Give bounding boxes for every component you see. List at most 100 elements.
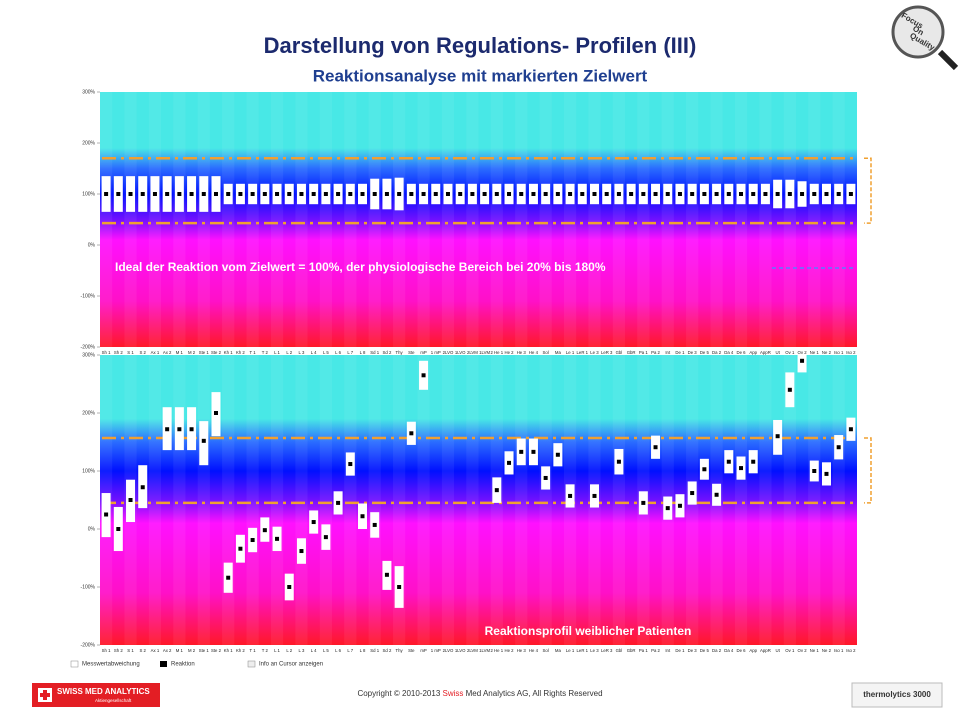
column-stripe xyxy=(319,355,332,645)
reaction-dot xyxy=(287,192,292,196)
logo-left-sub: Aktiengesellschaft xyxy=(95,698,132,703)
x-tick-label: L 5 xyxy=(323,350,329,355)
x-tick-label: S 1 xyxy=(127,350,134,355)
column-stripe xyxy=(563,92,577,347)
x-tick-label: De 1 xyxy=(675,350,685,355)
x-tick-label: GbR xyxy=(627,648,636,653)
reaction-dot xyxy=(372,522,377,527)
y-tick-label: -100% xyxy=(81,584,96,590)
reaction-dot xyxy=(726,459,731,464)
reaction-dot xyxy=(397,585,402,589)
reaction-dot xyxy=(848,192,853,196)
x-tick-label: L 1 xyxy=(274,648,280,653)
column-stripe xyxy=(710,92,723,347)
reaction-dot xyxy=(323,192,328,196)
title: Darstellung von Regulations- Profilen (I… xyxy=(264,33,697,58)
column-stripe xyxy=(466,92,479,347)
reaction-dot xyxy=(226,192,231,196)
x-tick-label: mP xyxy=(420,350,427,355)
reaction-dot xyxy=(336,500,341,505)
reaction-dot xyxy=(629,192,634,196)
reaction-dot xyxy=(824,471,829,476)
x-tick-label: Ov 1 xyxy=(785,648,795,653)
reaction-dot xyxy=(372,192,377,196)
x-tick-label: 2LVO xyxy=(443,648,454,653)
column-stripe xyxy=(124,92,137,347)
column-stripe xyxy=(368,355,381,645)
x-tick-label: Sd 2 xyxy=(383,350,392,355)
reaction-dot xyxy=(238,546,243,551)
reaction-dot xyxy=(384,192,389,196)
reaction-dot xyxy=(140,485,145,490)
x-tick-label: L 1 xyxy=(274,350,280,355)
reaction-dot xyxy=(409,431,414,436)
column-stripe xyxy=(783,355,796,645)
x-tick-label: LeR 3 xyxy=(601,648,613,653)
legend-checkbox[interactable] xyxy=(247,660,256,668)
x-tick-label: Ne 1 xyxy=(810,350,820,355)
reaction-dot xyxy=(690,491,695,496)
x-tick-label: De 6 xyxy=(736,648,746,653)
x-tick-label: Le 3 xyxy=(590,350,599,355)
reaction-dot xyxy=(128,192,133,196)
x-tick-label: T 2 xyxy=(262,648,269,653)
x-tick-label: Ste 2 xyxy=(211,648,222,653)
reaction-dot xyxy=(616,459,621,464)
column-stripe xyxy=(661,92,674,347)
x-tick-label: LeR 1 xyxy=(577,648,589,653)
x-tick-label: GbR xyxy=(627,350,636,355)
reaction-dot xyxy=(323,535,328,540)
x-tick-label: App xyxy=(749,350,757,355)
column-stripe xyxy=(417,92,430,347)
reaction-dot xyxy=(250,192,255,196)
x-tick-label: Ste 2 xyxy=(211,350,222,355)
x-tick-label: Iso 1 xyxy=(834,648,844,653)
legend-label: Reaktion xyxy=(171,662,195,668)
x-tick-label: 2LVM xyxy=(467,350,478,355)
x-tick-label: L 8 xyxy=(360,648,366,653)
reaction-dot xyxy=(213,192,218,196)
y-tick-label: 200% xyxy=(82,140,95,146)
x-tick-label: He 3 xyxy=(517,350,527,355)
column-stripe xyxy=(344,355,357,645)
reaction-dot xyxy=(189,427,194,432)
reaction-dot xyxy=(531,192,536,196)
reaction-dot xyxy=(641,500,646,505)
reaction-dot xyxy=(189,192,194,196)
column-stripe xyxy=(319,92,332,347)
column-stripe xyxy=(539,92,552,347)
reaction-dot xyxy=(531,449,536,454)
logo-left-text: SWISS MED ANALYTICS xyxy=(57,687,150,696)
x-tick-label: L 5 xyxy=(323,648,329,653)
x-tick-label: Ste xyxy=(408,648,415,653)
reaction-dot xyxy=(592,192,597,196)
column-stripe xyxy=(734,355,748,645)
x-tick-label: S 2 xyxy=(140,350,147,355)
column-stripe xyxy=(490,92,503,347)
x-tick-label: Ov 2 xyxy=(798,350,808,355)
reaction-dot xyxy=(409,192,414,196)
reaction-dot xyxy=(665,506,670,511)
x-tick-label: App xyxy=(749,648,757,653)
column-stripe xyxy=(783,92,796,347)
column-stripe xyxy=(173,355,186,645)
column-stripe xyxy=(466,355,479,645)
x-tick-label: Ut xyxy=(775,648,780,653)
x-tick-label: 2LVM xyxy=(467,648,478,653)
x-tick-label: Sd 1 xyxy=(370,648,379,653)
reaction-dot xyxy=(739,466,744,471)
x-tick-label: Ste xyxy=(408,350,415,355)
reaction-dot xyxy=(177,192,182,196)
y-tick-label: 0% xyxy=(88,242,96,248)
column-stripe xyxy=(295,92,308,347)
x-tick-label: Kh 1 xyxy=(224,350,233,355)
column-stripe xyxy=(832,92,845,347)
column-stripe xyxy=(515,355,528,645)
x-tick-label: Sh 2 xyxy=(114,350,123,355)
column-stripe xyxy=(222,355,235,645)
x-tick-label: De 3 xyxy=(688,648,698,653)
x-tick-label: De 6 xyxy=(736,350,746,355)
x-tick-label: L 7 xyxy=(347,648,353,653)
